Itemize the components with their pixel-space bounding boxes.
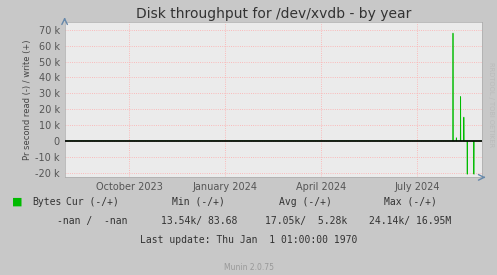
Text: Last update: Thu Jan  1 01:00:00 1970: Last update: Thu Jan 1 01:00:00 1970 — [140, 235, 357, 245]
Text: 24.14k/ 16.95M: 24.14k/ 16.95M — [369, 216, 451, 226]
Text: Munin 2.0.75: Munin 2.0.75 — [224, 263, 273, 272]
Text: Max (-/+): Max (-/+) — [384, 197, 436, 207]
Title: Disk throughput for /dev/xvdb - by year: Disk throughput for /dev/xvdb - by year — [136, 7, 411, 21]
Text: Bytes: Bytes — [32, 197, 62, 207]
Text: Avg (-/+): Avg (-/+) — [279, 197, 332, 207]
Text: 13.54k/ 83.68: 13.54k/ 83.68 — [161, 216, 237, 226]
Y-axis label: Pr second read (-) / write (+): Pr second read (-) / write (+) — [23, 39, 32, 160]
Text: Min (-/+): Min (-/+) — [172, 197, 225, 207]
Text: RRDTOOL / TOBI OETIKER: RRDTOOL / TOBI OETIKER — [488, 62, 494, 147]
Text: 17.05k/  5.28k: 17.05k/ 5.28k — [264, 216, 347, 226]
Text: -nan /  -nan: -nan / -nan — [57, 216, 127, 226]
Text: ■: ■ — [12, 197, 23, 207]
Text: Cur (-/+): Cur (-/+) — [66, 197, 118, 207]
